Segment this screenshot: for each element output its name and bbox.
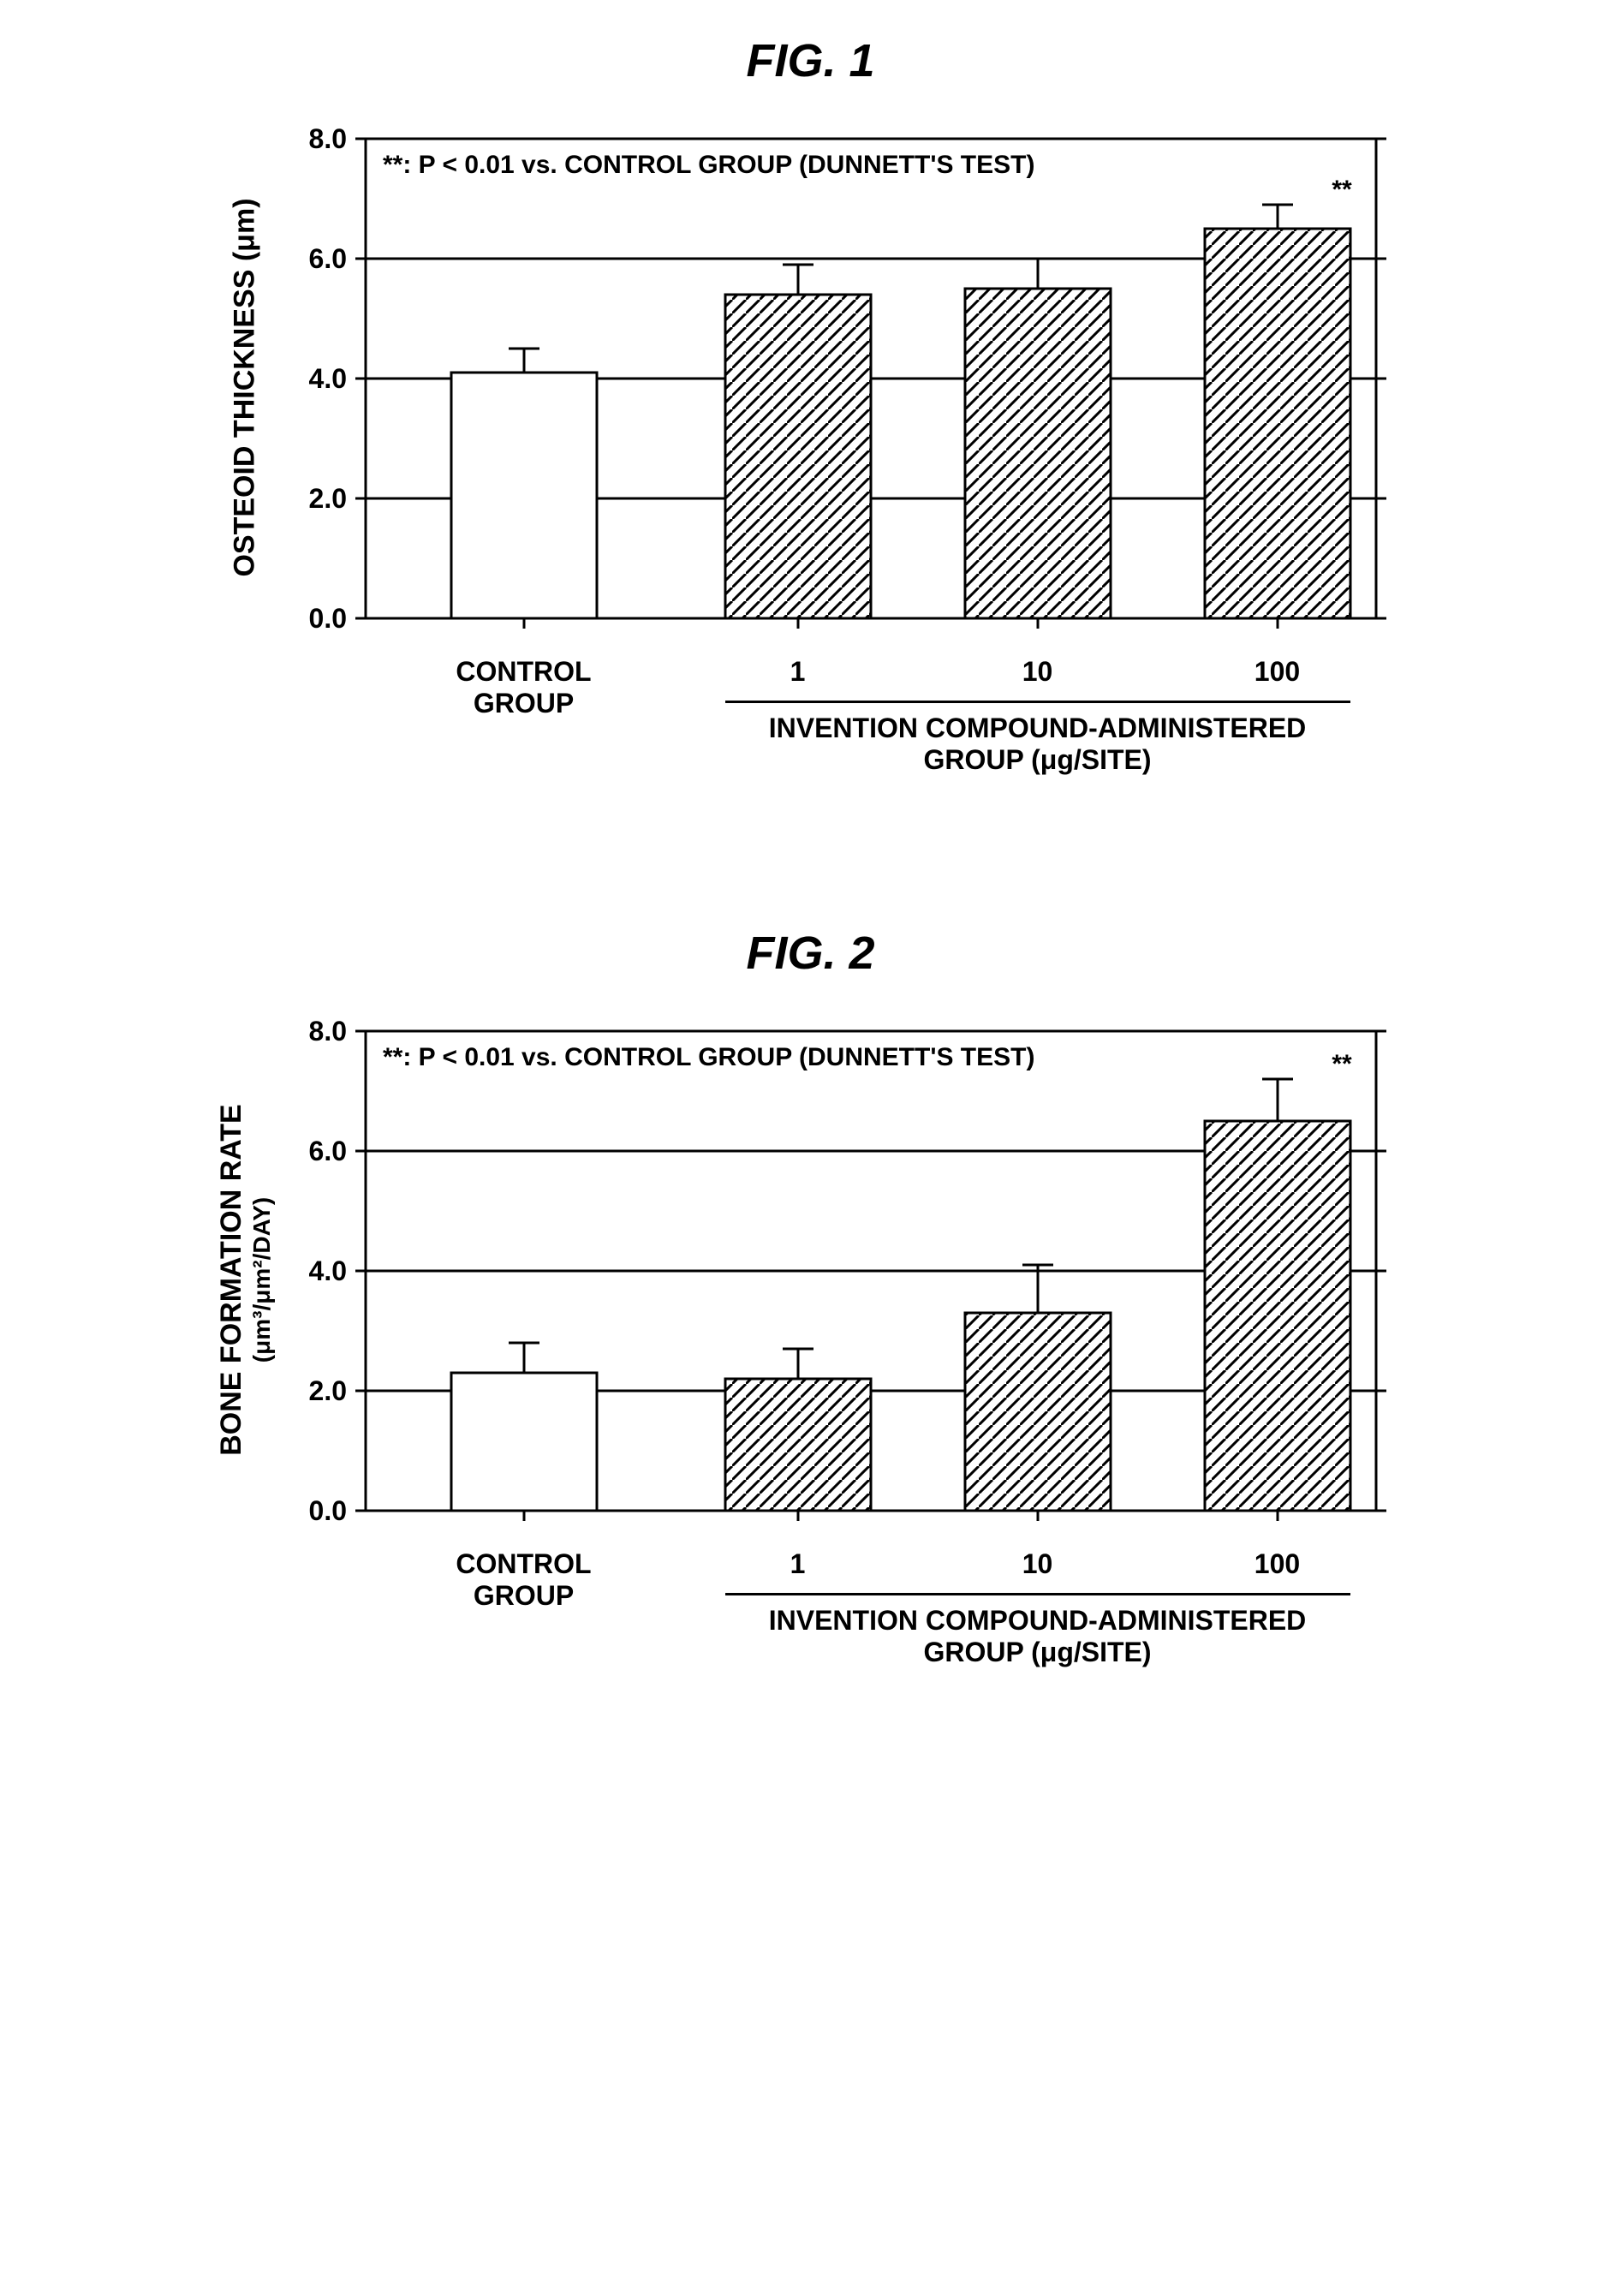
- ytick-label: 6.0: [308, 243, 346, 274]
- category-label: 10: [935, 656, 1141, 688]
- category-label: CONTROLGROUP: [421, 1548, 627, 1612]
- ytick-label: 2.0: [308, 483, 346, 514]
- figure-block: FIG. 2BONE FORMATION RATE(μm³/μm²/DAY)0.…: [212, 927, 1410, 1716]
- significance-mark: **: [1332, 1050, 1352, 1078]
- bar: [1205, 1121, 1350, 1511]
- chart-svg: 0.0 2.0 4.0 6.0 8.0 ** **: P < 0.01 vs. CONTRO…: [280, 122, 1393, 653]
- bar: [965, 1313, 1111, 1511]
- ytick-label: 0.0: [308, 603, 346, 634]
- category-label: 10: [935, 1548, 1141, 1580]
- y-axis-label: BONE FORMATION RATE(μm³/μm²/DAY): [215, 1104, 276, 1456]
- xaxis-area: CONTROLGROUP 1 10 100 INVENTION COMPOUND-ADM…: [280, 653, 1393, 824]
- group-label: INVENTION COMPOUND-ADMINISTEREDGROUP (μg…: [725, 713, 1350, 776]
- figure-block: FIG. 1 OSTEOID THICKNESS (μm) 0.0 2.0 4.0 6.0…: [212, 34, 1410, 824]
- plot-col: 0.0 2.0 4.0 6.0 8.0 ** **: P < 0.01 vs. CONTRO…: [280, 1014, 1410, 1716]
- ytick-label: 8.0: [308, 1016, 346, 1047]
- category-label: 100: [1175, 1548, 1380, 1580]
- category-label: CONTROLGROUP: [421, 656, 627, 719]
- annotation-text: **: P < 0.01 vs. CONTROL GROUP (DUNNETT'…: [383, 151, 1034, 179]
- category-label: 1: [695, 1548, 901, 1580]
- bar: [725, 295, 871, 618]
- category-label: 100: [1175, 656, 1380, 688]
- ytick-label: 4.0: [308, 1255, 346, 1286]
- group-indicator-bar: [725, 1593, 1350, 1595]
- ylabel-col: BONE FORMATION RATE(μm³/μm²/DAY): [212, 1014, 280, 1545]
- bar: [1205, 229, 1350, 618]
- annotation-text: **: P < 0.01 vs. CONTROL GROUP (DUNNETT'…: [383, 1043, 1034, 1071]
- figure-title: FIG. 1: [212, 34, 1410, 87]
- group-label: INVENTION COMPOUND-ADMINISTEREDGROUP (μg…: [725, 1605, 1350, 1668]
- xaxis-area: CONTROLGROUP 1 10 100 INVENTION COMPOUND-ADM…: [280, 1545, 1393, 1716]
- ytick-label: 2.0: [308, 1375, 346, 1406]
- chart-wrap: OSTEOID THICKNESS (μm) 0.0 2.0 4.0 6.0 8.0 ** *…: [212, 122, 1410, 824]
- significance-mark: **: [1332, 176, 1352, 204]
- figure-title: FIG. 2: [212, 927, 1410, 980]
- category-label: 1: [695, 656, 901, 688]
- ylabel-col: OSTEOID THICKNESS (μm): [212, 122, 280, 653]
- ytick-label: 8.0: [308, 123, 346, 154]
- bar: [451, 1373, 597, 1511]
- ytick-label: 4.0: [308, 363, 346, 394]
- plot-col: 0.0 2.0 4.0 6.0 8.0 ** **: P < 0.01 vs. CONTRO…: [280, 122, 1410, 824]
- page-root: FIG. 1 OSTEOID THICKNESS (μm) 0.0 2.0 4.0 6.0…: [34, 34, 1587, 1716]
- ytick-label: 6.0: [308, 1136, 346, 1166]
- group-indicator-bar: [725, 701, 1350, 703]
- chart-wrap: BONE FORMATION RATE(μm³/μm²/DAY) 0.0 2.0 4.…: [212, 1014, 1410, 1716]
- y-axis-label: OSTEOID THICKNESS (μm): [229, 198, 262, 576]
- chart-svg: 0.0 2.0 4.0 6.0 8.0 ** **: P < 0.01 vs. CONTRO…: [280, 1014, 1393, 1545]
- bar: [451, 373, 597, 618]
- bar: [965, 289, 1111, 618]
- bar: [725, 1379, 871, 1511]
- ytick-label: 0.0: [308, 1495, 346, 1526]
